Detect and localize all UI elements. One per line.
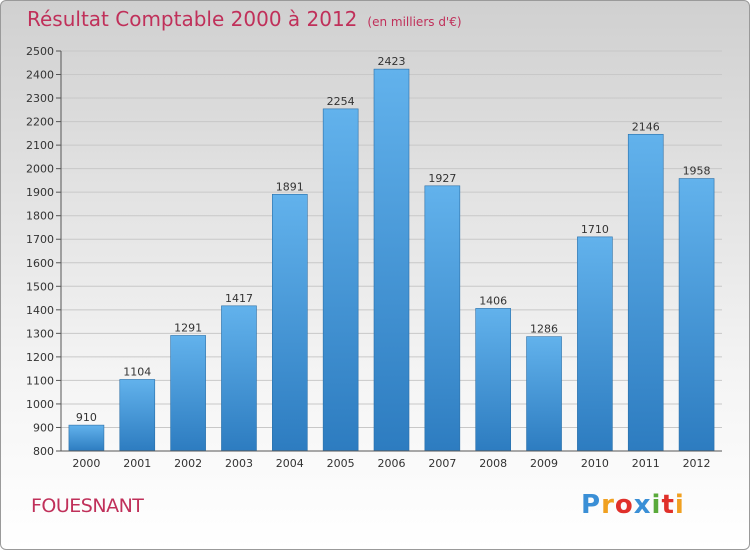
data-label-2006: 2423 (378, 55, 406, 68)
logo-letter: r (601, 490, 615, 520)
x-tick-label-2010: 2010 (581, 457, 609, 470)
y-tick-label: 1300 (26, 327, 54, 340)
y-tick-label: 2300 (26, 92, 54, 105)
bar-2012 (678, 178, 715, 452)
y-tick-label: 800 (33, 445, 54, 458)
logo-letter: t (661, 490, 675, 520)
x-tick-label-2002: 2002 (174, 457, 202, 470)
bar-2005 (322, 108, 359, 452)
x-tick-label-2000: 2000 (72, 457, 100, 470)
logo-letter: x (633, 490, 652, 520)
y-tick-label: 2400 (26, 69, 54, 82)
location-label: FOUESNANT (31, 495, 144, 517)
logo-letter: P (581, 490, 602, 520)
y-tick-label: 1500 (26, 280, 54, 293)
bar-2011 (627, 133, 664, 452)
data-label-2001: 1104 (123, 365, 151, 378)
data-label-2005: 2254 (327, 95, 355, 108)
data-labels: 910 1104 1291 1417 1891 2254 2423 1927 1406 1286 1… (76, 55, 711, 424)
axes (60, 51, 722, 452)
data-label-2008: 1406 (479, 294, 507, 307)
bar-2007 (424, 185, 461, 452)
bar-2003 (221, 305, 257, 452)
x-tick-label-2004: 2004 (276, 457, 304, 470)
data-label-2012: 1958 (683, 165, 711, 178)
y-tick-label: 1400 (26, 304, 54, 317)
x-tick-label-2009: 2009 (530, 457, 558, 470)
y-tick-label: 1600 (26, 257, 54, 270)
data-label-2003: 1417 (225, 292, 253, 305)
data-label-2009: 1286 (530, 323, 558, 336)
y-tick-label: 1100 (26, 374, 54, 387)
bars (68, 68, 715, 452)
y-tick-label: 2200 (26, 116, 54, 129)
data-label-2002: 1291 (174, 321, 202, 334)
proxiti-logo: Proxiti (581, 490, 685, 520)
y-tick-label: 2100 (26, 139, 54, 152)
data-label-2000: 910 (76, 411, 97, 424)
chart-title: Résultat Comptable 2000 à 2012 (en millie… (27, 7, 462, 31)
y-tick-label: 1000 (26, 398, 54, 411)
logo-letter: o (614, 490, 634, 520)
y-tick-label: 1900 (26, 186, 54, 199)
y-tick-label: 1200 (26, 351, 54, 364)
y-tick-label: 2500 (26, 45, 54, 58)
data-label-2007: 1927 (428, 172, 456, 185)
y-axis-ticks: 800 900 1000 1100 1200 1300 1400 1500 1600 1700 18… (26, 45, 61, 458)
bar-2002 (170, 335, 206, 452)
bar-2001 (119, 379, 156, 452)
bar-2000 (68, 424, 105, 452)
bar-2009 (526, 336, 562, 452)
x-tick-label-2011: 2011 (632, 457, 660, 470)
bar-2006 (373, 68, 410, 452)
data-label-2010: 1710 (581, 223, 609, 236)
x-tick-label-2008: 2008 (479, 457, 507, 470)
x-axis-ticks: 2000 2001 2002 2003 2004 2005 2006 2007 2008 2009… (72, 457, 710, 470)
x-tick-label-2001: 2001 (123, 457, 151, 470)
chart-title-text: Résultat Comptable 2000 à 2012 (27, 7, 358, 31)
logo-letter: i (651, 490, 662, 520)
x-tick-label-2006: 2006 (378, 457, 406, 470)
data-label-2004: 1891 (276, 180, 304, 193)
y-tick-label: 900 (33, 421, 54, 434)
chart-subtitle: (en milliers d'€) (367, 15, 462, 29)
y-tick-label: 1700 (26, 233, 54, 246)
bar-2004 (272, 193, 308, 452)
bar-2010 (577, 236, 613, 452)
y-tick-label: 1800 (26, 210, 54, 223)
bar-2008 (475, 308, 511, 452)
logo-letter: i (674, 490, 685, 520)
x-tick-label-2003: 2003 (225, 457, 253, 470)
x-tick-label-2005: 2005 (327, 457, 355, 470)
x-tick-label-2012: 2012 (683, 457, 711, 470)
y-tick-label: 2000 (26, 163, 54, 176)
data-label-2011: 2146 (632, 120, 660, 133)
x-tick-label-2007: 2007 (428, 457, 456, 470)
